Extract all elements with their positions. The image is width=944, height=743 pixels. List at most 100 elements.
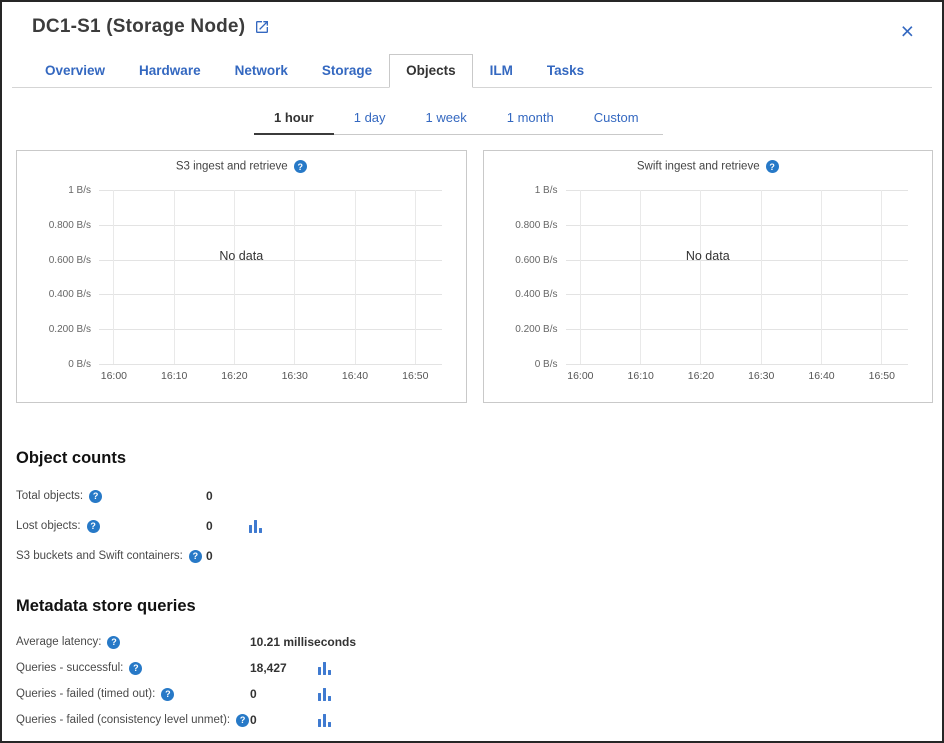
help-icon[interactable]: ? xyxy=(188,549,202,563)
v-gridline: 16:20 xyxy=(688,190,714,382)
h-gridline: 0.200 B/s xyxy=(49,324,442,335)
no-data-label: No data xyxy=(219,249,264,263)
y-axis-tick-label: 0.200 B/s xyxy=(515,324,558,336)
swift-ingest-retrieve-chart: Swift ingest and retrieve? 1 B/s 0.800 B/… xyxy=(482,150,933,403)
tab-hardware[interactable]: Hardware xyxy=(139,63,201,78)
close-icon[interactable]: × xyxy=(900,18,914,44)
time-range-1-hour[interactable]: 1 hour xyxy=(254,101,334,135)
v-gridline: 16:50 xyxy=(402,190,428,382)
x-axis-tick-label: 16:40 xyxy=(808,370,835,382)
no-data-label: No data xyxy=(685,249,730,263)
time-range-1-day[interactable]: 1 day xyxy=(353,110,386,125)
stat-label-text: Queries - failed (timed out): xyxy=(16,688,156,700)
metadata-queries-rows: Average latency: ? 10.21 milliseconds Qu… xyxy=(16,629,942,733)
page-title: DC1-S1 (Storage Node) xyxy=(32,16,270,38)
section-title: Object counts xyxy=(16,449,127,467)
x-axis-tick-label: 16:10 xyxy=(627,370,654,382)
tab-network[interactable]: Network xyxy=(234,63,288,78)
metadata-store-queries-section: Metadata store queries Average latency: … xyxy=(16,597,942,733)
stat-row-total-objects: Total objects: ? 0 xyxy=(16,481,942,511)
s3-ingest-retrieve-chart: S3 ingest and retrieve? 1 B/s 0.800 B/s 0.… xyxy=(16,150,467,403)
h-gridline: 1 B/s xyxy=(535,185,908,196)
h-gridline: 0 B/s xyxy=(68,359,442,370)
h-gridline: 0.800 B/s xyxy=(49,220,442,231)
stat-label: Queries - failed (consistency level unme… xyxy=(16,713,250,727)
v-gridline: 16:00 xyxy=(101,190,127,382)
x-axis-tick-label: 16:10 xyxy=(161,370,188,382)
tab-bar: Overview Hardware Network Storage Object… xyxy=(12,54,932,88)
chart-header: Swift ingest and retrieve? xyxy=(484,160,933,173)
stat-row-queries-failed-consistency-level-unmet: Queries - failed (consistency level unme… xyxy=(16,707,942,733)
y-axis-tick-label: 0.400 B/s xyxy=(48,289,91,301)
stat-row-queries-successful: Queries - successful: ? 18,427 xyxy=(16,655,942,681)
tab-ilm[interactable]: ILM xyxy=(489,63,513,78)
help-icon[interactable]: ? xyxy=(765,160,779,173)
v-gridline: 16:30 xyxy=(282,190,308,382)
time-range-1-month[interactable]: 1 month xyxy=(506,110,554,125)
y-axis-tick-label: 0.600 B/s xyxy=(48,254,91,266)
mini-bar-chart-icon[interactable] xyxy=(249,519,262,533)
v-gridline: 16:10 xyxy=(161,190,187,382)
x-axis-tick-label: 16:50 xyxy=(402,370,429,382)
help-icon[interactable]: ? xyxy=(161,687,175,701)
time-range-1-week[interactable]: 1 week xyxy=(425,110,467,125)
object-counts-section: Object counts Total objects: ? 0 Lost ob… xyxy=(16,449,942,571)
y-axis-tick-label: 0.400 B/s xyxy=(515,289,558,301)
stat-row-queries-failed-timed-out: Queries - failed (timed out): ? 0 xyxy=(16,681,942,707)
mini-bar-chart-icon[interactable] xyxy=(318,687,331,701)
h-gridline: 0.400 B/s xyxy=(49,289,442,300)
stat-row-lost-objects: Lost objects: ? 0 xyxy=(16,511,942,541)
help-icon[interactable]: ? xyxy=(86,519,100,533)
mini-bar-chart-icon[interactable] xyxy=(318,713,331,727)
x-axis-tick-label: 16:40 xyxy=(341,370,369,382)
help-icon[interactable]: ? xyxy=(236,713,250,727)
page-title-text: DC1-S1 (Storage Node) xyxy=(32,16,246,37)
help-icon[interactable]: ? xyxy=(89,489,103,503)
help-icon[interactable]: ? xyxy=(293,160,307,173)
h-gridline: 1 B/s xyxy=(68,185,442,196)
chart-title: S3 ingest and retrieve xyxy=(175,160,288,173)
stat-label-text: Lost objects: xyxy=(16,520,81,532)
chart-title: Swift ingest and retrieve xyxy=(636,160,760,173)
y-axis-tick-label: 0.200 B/s xyxy=(48,324,91,336)
y-axis-tick-label: 0 B/s xyxy=(534,359,558,370)
y-axis-tick-label: 0.600 B/s xyxy=(515,254,558,266)
x-axis-tick-label: 16:20 xyxy=(687,370,715,382)
x-axis-tick-label: 16:20 xyxy=(221,370,248,382)
help-icon[interactable]: ? xyxy=(107,635,121,649)
tab-overview[interactable]: Overview xyxy=(45,63,106,78)
h-gridline: 0.400 B/s xyxy=(515,289,908,300)
stat-value: 0 xyxy=(206,519,213,533)
y-axis-tick-label: 0.800 B/s xyxy=(515,219,558,231)
x-axis-tick-label: 16:00 xyxy=(567,370,594,382)
stat-label-text: Total objects: xyxy=(16,490,84,502)
external-link-icon[interactable] xyxy=(254,19,270,35)
v-gridline: 16:40 xyxy=(808,190,835,382)
h-gridline: 0 B/s xyxy=(535,359,908,370)
mini-bar-chart-icon[interactable] xyxy=(318,661,331,675)
x-axis-tick-label: 16:30 xyxy=(281,370,308,382)
panel-header: DC1-S1 (Storage Node) × xyxy=(2,2,942,43)
tab-storage[interactable]: Storage xyxy=(321,63,373,78)
v-gridline: 16:50 xyxy=(869,190,895,382)
y-axis-tick-label: 1 B/s xyxy=(534,185,558,196)
v-gridline: 16:00 xyxy=(567,190,594,382)
stat-row-s3-buckets-and-swift-containers: S3 buckets and Swift containers: ? 0 xyxy=(16,541,942,571)
stat-label: Average latency: ? xyxy=(16,635,250,649)
time-range-group: 1 hour 1 day 1 week 1 month Custom xyxy=(254,101,663,135)
chart-plot-area: 1 B/s 0.800 B/s 0.600 B/s 0.400 B/s 0.200 B/… xyxy=(49,185,442,382)
stat-label: S3 buckets and Swift containers: ? xyxy=(16,549,206,563)
stat-row-average-latency: Average latency: ? 10.21 milliseconds xyxy=(16,629,942,655)
stat-label: Queries - failed (timed out): ? xyxy=(16,687,250,701)
tab-objects[interactable]: Objects xyxy=(389,54,473,88)
charts-row: S3 ingest and retrieve? 1 B/s 0.800 B/s 0.… xyxy=(16,150,933,403)
stat-value: 0 xyxy=(250,713,257,727)
h-gridline: 0.200 B/s xyxy=(515,324,908,335)
time-range-bar: 1 hour 1 day 1 week 1 month Custom xyxy=(254,101,942,135)
help-icon[interactable]: ? xyxy=(129,661,143,675)
tab-tasks[interactable]: Tasks xyxy=(546,63,585,78)
stat-label: Queries - successful: ? xyxy=(16,661,250,675)
chart-plot-area: 1 B/s 0.800 B/s 0.600 B/s 0.400 B/s 0.200 B/… xyxy=(515,185,908,382)
time-range-custom[interactable]: Custom xyxy=(593,110,639,125)
chart-header: S3 ingest and retrieve? xyxy=(17,160,466,173)
